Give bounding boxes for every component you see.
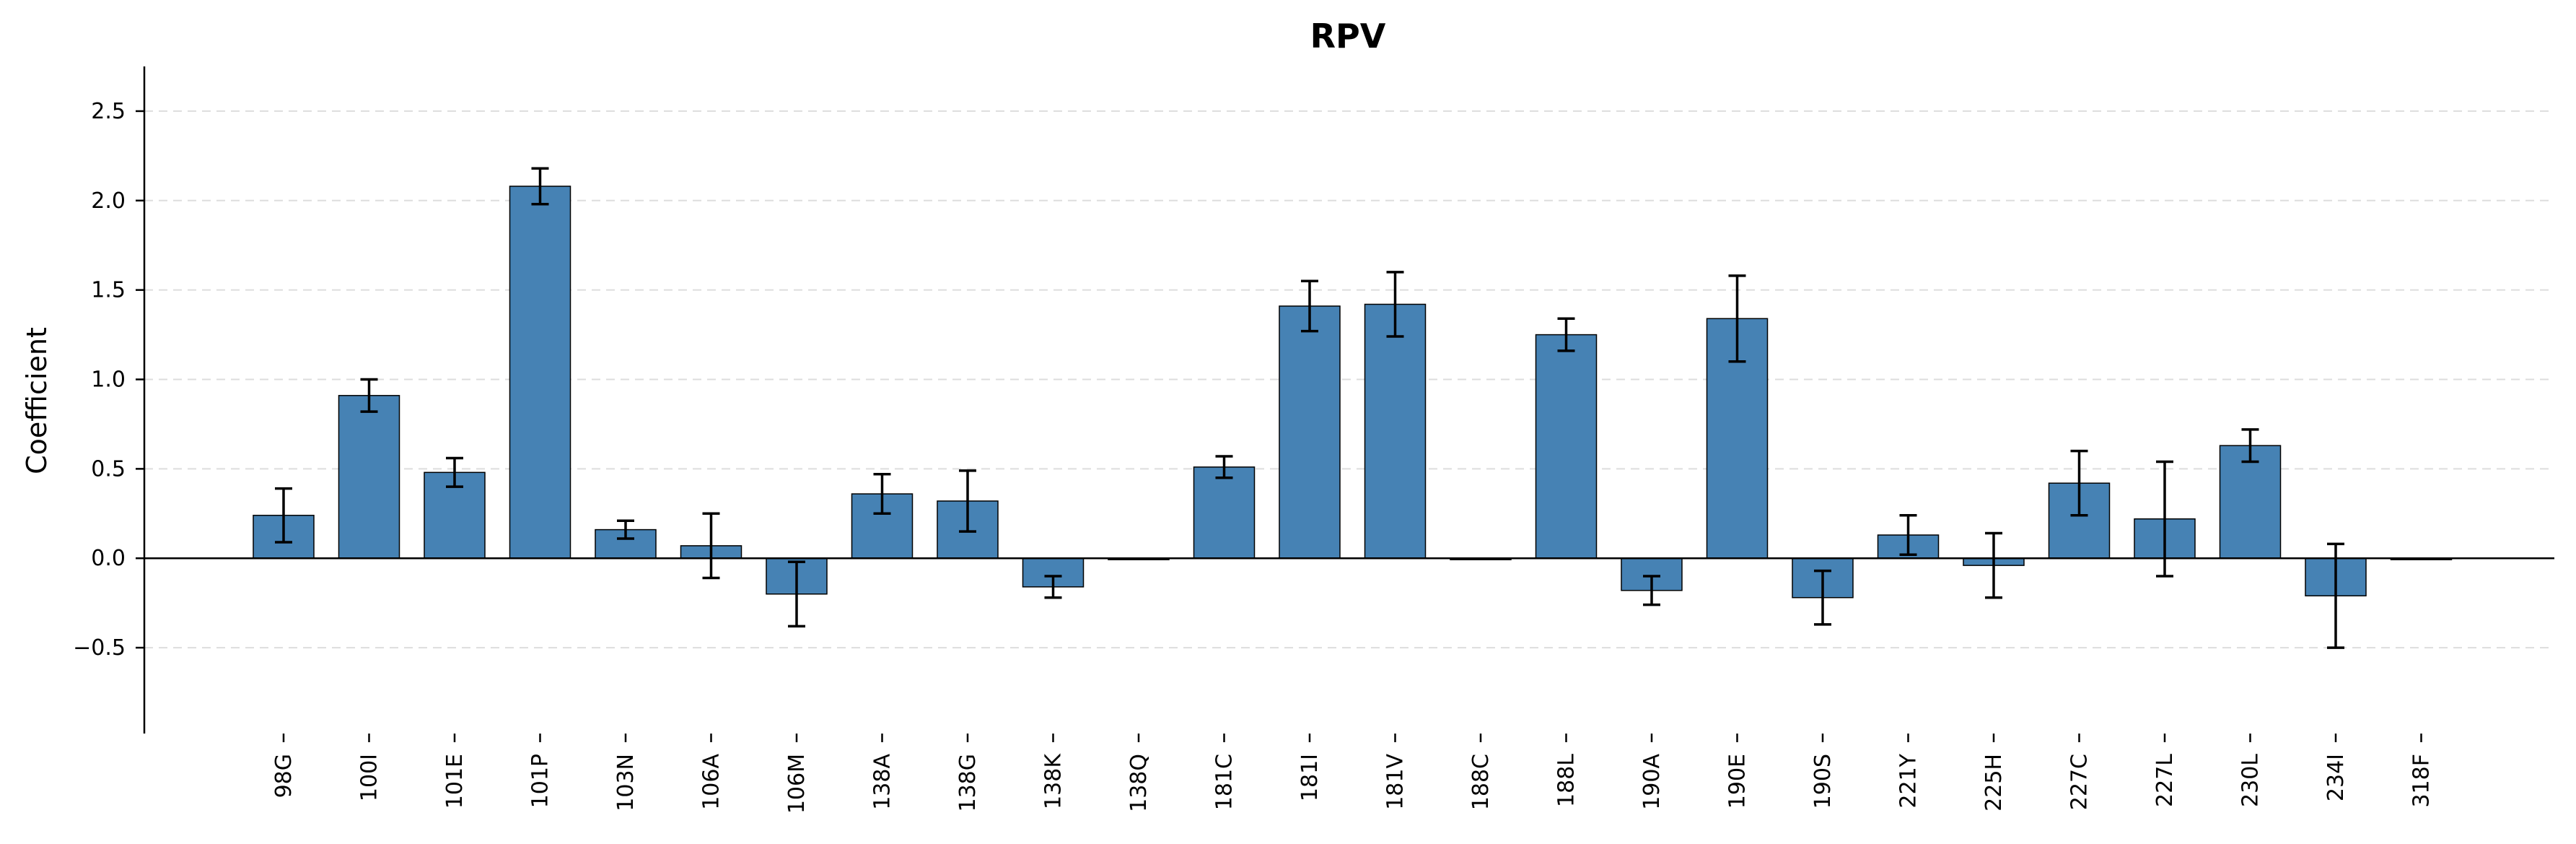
y-tick-label: 0.5 [91,456,126,482]
error-bars [275,167,2344,649]
x-tick-label: 138G [955,754,981,812]
x-tick-label: 230L [2238,754,2264,807]
x-tick-label: 100I [357,754,382,801]
x-tick-label: 106M [784,754,810,814]
x-tick-label: 138Q [1126,754,1152,812]
x-tick-label: 101E [442,754,468,809]
y-tick-label: 2.0 [91,188,126,214]
x-tick-label: 138K [1041,753,1066,809]
bar-181C [1193,466,1256,559]
x-tick-label: 101P [528,754,553,808]
x-tick-label: 181C [1212,754,1237,810]
x-tick-label: 225H [1981,754,2007,812]
bar-101P [509,186,571,559]
y-tick-label: 1.0 [91,367,126,393]
x-tick-label: 188L [1554,754,1580,807]
bar-188L [1535,334,1598,559]
y-ticks: −0.5 0.0 0.5 1.0 1.5 2.0 2.5 [73,99,144,661]
x-tick-label: 227C [2067,754,2093,810]
x-tick-label: 106A [699,754,724,810]
x-ticks: 98G 100I 101E 101P 103N 106A 106M 138A 138G 138K 1… [271,734,2435,814]
x-tick-label: 103N [613,754,639,812]
x-tick-label: 190S [1810,754,1836,809]
bar-181V [1364,303,1427,559]
x-tick-label: 234I [2323,754,2349,801]
x-tick-label: 138A [870,754,895,810]
y-tick-label: 2.5 [91,99,126,124]
bar-181I [1279,305,1341,559]
x-tick-label: 227L [2152,754,2178,807]
y-tick-label: 0.0 [91,546,126,571]
x-tick-label: 188C [1468,754,1494,810]
x-tick-label: 181V [1383,754,1409,810]
x-tick-label: 221Y [1896,753,1922,808]
bars [253,186,2453,599]
x-tick-label: 190E [1725,754,1751,809]
grid [144,110,2554,649]
x-tick-label: 181I [1297,754,1323,801]
x-tick-label: 98G [271,754,297,798]
bar-100I [338,395,400,559]
y-axis-label: Coefficient [21,327,53,474]
chart-title: RPV [1310,17,1386,56]
y-tick-label: 1.5 [91,278,126,303]
x-tick-label: 190A [1639,754,1665,810]
y-tick-label: −0.5 [73,635,126,661]
x-tick-label: 318F [2409,754,2435,808]
